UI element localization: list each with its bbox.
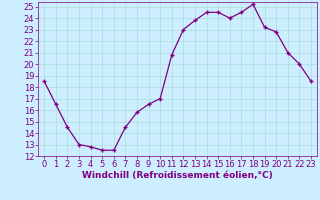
X-axis label: Windchill (Refroidissement éolien,°C): Windchill (Refroidissement éolien,°C): [82, 171, 273, 180]
